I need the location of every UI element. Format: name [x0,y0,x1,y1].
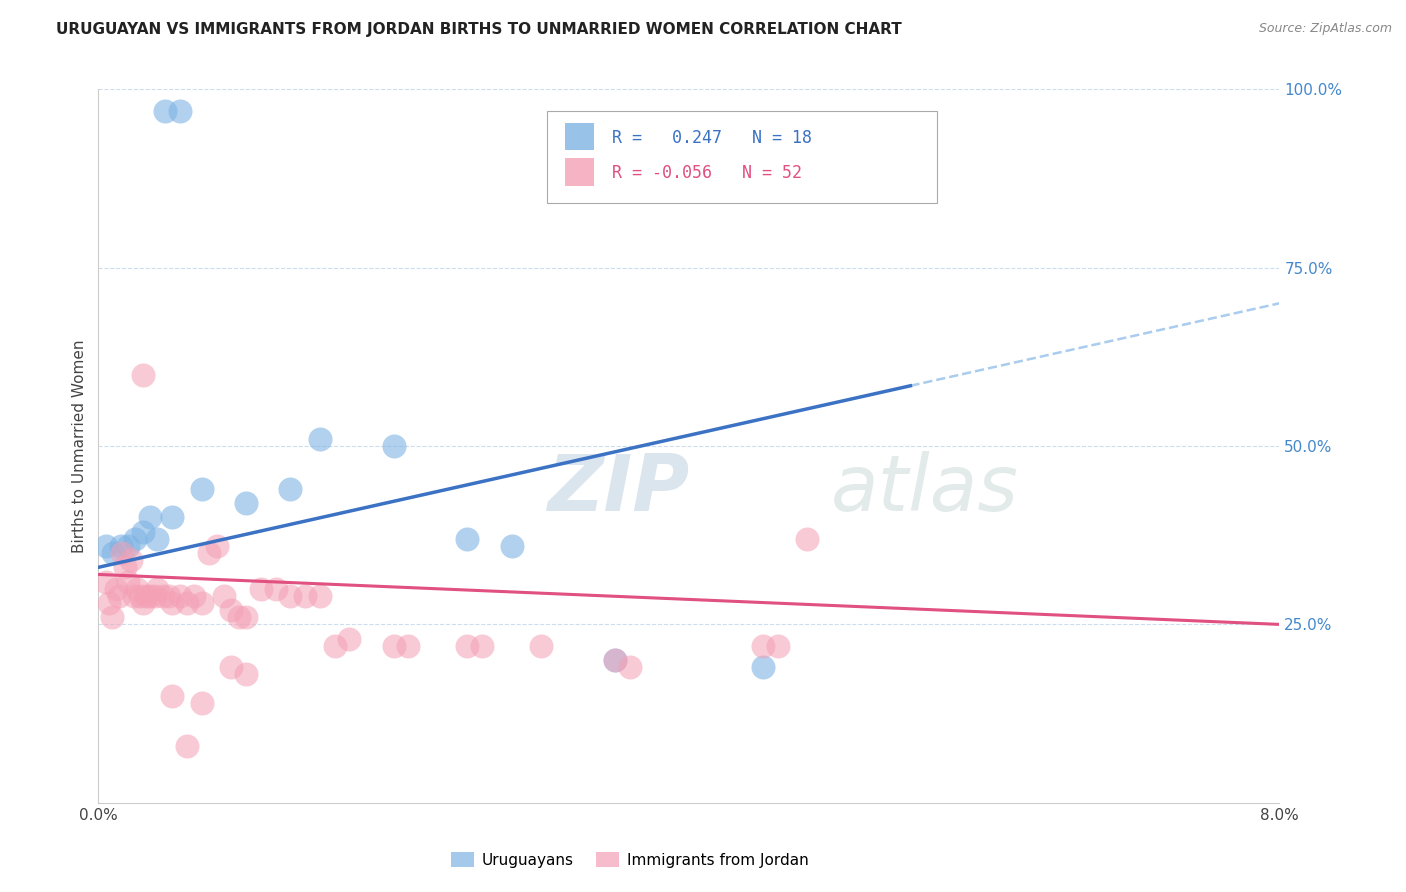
Point [125,582,148,596]
Point [100,610,122,624]
Point [169,103,191,118]
Point [219,603,242,617]
Point [235,610,257,624]
Point [235,667,257,681]
Point [153,103,176,118]
Point [117,574,139,589]
FancyBboxPatch shape [547,111,936,203]
Point [605,653,627,667]
Point [396,639,419,653]
Point [456,532,478,546]
Point [103,546,125,560]
Point [191,596,214,610]
Point [205,539,228,553]
Point [132,596,155,610]
Point [152,589,174,603]
Point [162,596,183,610]
Point [605,653,627,667]
Point [114,560,136,574]
Point [228,610,250,624]
Point [183,589,205,603]
Text: atlas: atlas [831,450,1018,527]
Point [382,639,405,653]
Point [530,639,553,653]
Point [108,589,131,603]
Point [191,482,214,496]
Point [751,660,773,674]
Point [110,539,132,553]
Point [146,582,169,596]
Point [94,574,117,589]
Point [132,368,155,382]
Point [139,589,162,603]
Point [162,510,183,524]
Point [157,589,180,603]
Text: R = -0.056   N = 52: R = -0.056 N = 52 [612,164,803,182]
Text: ZIP: ZIP [547,450,689,527]
Point [212,589,235,603]
Point [105,582,128,596]
Y-axis label: Births to Unmarried Women: Births to Unmarried Women [72,339,87,553]
Point [323,639,346,653]
Point [128,589,150,603]
Point [308,432,332,446]
Point [169,589,191,603]
Point [143,589,166,603]
Point [337,632,360,646]
Point [766,639,789,653]
Bar [565,159,595,186]
Point [120,553,142,567]
Point [219,660,242,674]
Point [235,496,257,510]
Point [751,639,773,653]
Point [111,546,134,560]
Point [146,532,169,546]
Point [264,582,287,596]
Legend: Uruguayans, Immigrants from Jordan: Uruguayans, Immigrants from Jordan [444,846,815,873]
Point [176,596,198,610]
Point [124,532,146,546]
Bar [565,123,595,150]
Point [198,546,221,560]
Point [97,596,120,610]
Point [162,689,183,703]
Text: R =   0.247   N = 18: R = 0.247 N = 18 [612,128,813,146]
Point [294,589,316,603]
Point [501,539,523,553]
Point [122,589,145,603]
Point [278,482,302,496]
Point [250,582,273,596]
Point [135,589,157,603]
Text: Source: ZipAtlas.com: Source: ZipAtlas.com [1258,22,1392,36]
Point [176,739,198,753]
Point [117,539,139,553]
Point [382,439,405,453]
Point [94,539,117,553]
Point [139,510,162,524]
Point [796,532,818,546]
Point [278,589,302,603]
Point [191,696,214,710]
Point [132,524,155,539]
Text: URUGUAYAN VS IMMIGRANTS FROM JORDAN BIRTHS TO UNMARRIED WOMEN CORRELATION CHART: URUGUAYAN VS IMMIGRANTS FROM JORDAN BIRT… [56,22,903,37]
Point [619,660,641,674]
Point [471,639,494,653]
Point [308,589,332,603]
Point [456,639,478,653]
